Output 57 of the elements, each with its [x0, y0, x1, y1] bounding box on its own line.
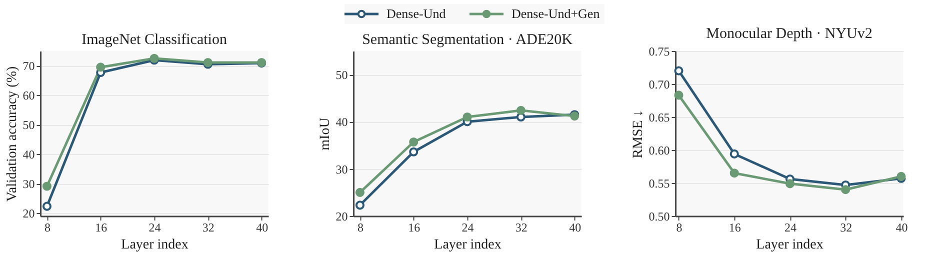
- x-tick-label: 8: [44, 220, 50, 234]
- x-tick-label: 8: [676, 220, 682, 234]
- chart-title: Monocular Depth · NYUv2: [706, 26, 872, 42]
- point: [730, 149, 739, 158]
- y-tick-label: 70: [22, 59, 35, 74]
- x-tick-label: 32: [202, 220, 214, 234]
- point: [462, 112, 472, 122]
- legend-label: Dense-Und+Gen: [512, 6, 600, 21]
- x-tick-label: 32: [515, 220, 528, 234]
- point: [785, 179, 795, 188]
- x-tick-label: 40: [896, 220, 908, 234]
- point: [355, 200, 365, 210]
- chart-title: ImageNet Classification: [82, 32, 228, 48]
- y-tick-label: 0.75: [648, 44, 670, 58]
- y-axis-title: Validation accuracy (%): [4, 66, 20, 202]
- point: [96, 62, 106, 72]
- x-axis-title: Layer index: [121, 238, 188, 252]
- x-tick-label: 24: [462, 220, 474, 234]
- y-tick-label: 50: [336, 68, 348, 82]
- y-tick-label: 0.65: [648, 110, 670, 124]
- y-tick-label: 0.60: [648, 144, 670, 158]
- x-tick-label: 24: [784, 220, 796, 234]
- x-tick-label: 40: [569, 220, 582, 234]
- y-axis-title: RMSE ↓: [630, 110, 646, 158]
- point: [841, 185, 850, 194]
- y-tick-label: 50: [22, 118, 35, 132]
- x-tick-label: 16: [728, 220, 741, 234]
- x-tick-label: 8: [357, 220, 364, 234]
- y-tick-label: 40: [336, 115, 348, 130]
- chart-title: Semantic Segmentation · ADE20K: [362, 32, 573, 48]
- x-tick-label: 16: [95, 220, 108, 234]
- y-tick-label: 20: [336, 210, 348, 224]
- point: [674, 66, 684, 76]
- legend-label: Dense-Und: [386, 6, 446, 21]
- point: [409, 147, 418, 156]
- y-tick-label: 0.55: [648, 176, 670, 190]
- x-axis-title: Layer index: [434, 238, 502, 252]
- point: [516, 106, 526, 115]
- y-tick-label: 30: [22, 177, 35, 192]
- point: [355, 188, 365, 197]
- y-tick-label: 0.50: [648, 210, 670, 224]
- x-tick-label: 32: [840, 220, 852, 234]
- point: [42, 202, 52, 211]
- x-axis-title: Layer index: [756, 238, 824, 252]
- y-axis-title: mIoU: [318, 118, 333, 150]
- y-tick-label: 30: [336, 162, 348, 176]
- point: [730, 168, 739, 178]
- point: [42, 182, 52, 191]
- x-tick-label: 40: [256, 220, 268, 234]
- y-tick-label: 40: [22, 148, 35, 162]
- y-tick-label: 0.70: [648, 78, 670, 92]
- y-tick-label: 60: [22, 88, 35, 103]
- x-tick-label: 16: [408, 220, 420, 234]
- x-tick-label: 24: [148, 220, 161, 234]
- point: [674, 90, 684, 100]
- y-tick-label: 20: [22, 206, 35, 221]
- point: [409, 137, 418, 147]
